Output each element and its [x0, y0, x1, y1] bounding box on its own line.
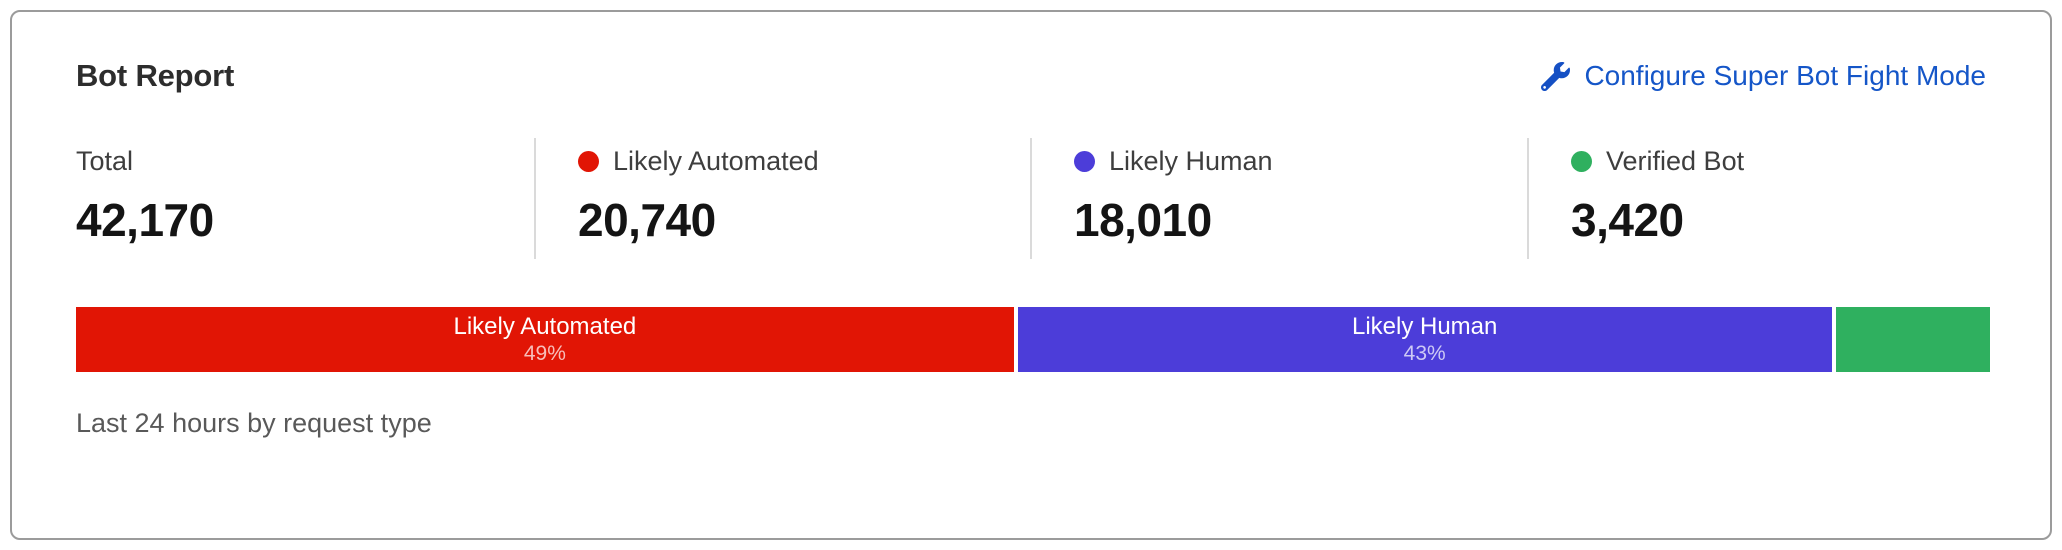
likely-human-dot-icon	[1074, 151, 1095, 172]
card-header: Bot Report Configure Super Bot Fight Mod…	[76, 58, 1986, 94]
configure-super-bot-fight-mode-link[interactable]: Configure Super Bot Fight Mode	[1541, 60, 1986, 92]
page-title: Bot Report	[76, 58, 235, 93]
stats-row: Total 42,170 Likely Automated 20,740 Lik…	[76, 138, 1986, 259]
bar-segment-verified-bot	[1835, 307, 1990, 372]
bot-report-card: Bot Report Configure Super Bot Fight Mod…	[10, 10, 2052, 540]
configure-link-label: Configure Super Bot Fight Mode	[1584, 60, 1986, 91]
stat-total-value: 42,170	[76, 194, 214, 246]
likely-automated-dot-icon	[578, 151, 599, 172]
stat-verified-bot: Verified Bot 3,420	[1527, 138, 1986, 259]
stat-likely-automated: Likely Automated 20,740	[534, 138, 1030, 259]
stat-likely-human-label: Likely Human	[1109, 146, 1273, 176]
stat-verified-bot-label: Verified Bot	[1606, 146, 1745, 176]
stat-likely-human-value: 18,010	[1074, 194, 1212, 246]
stat-likely-automated-label: Likely Automated	[613, 146, 819, 176]
stat-verified-bot-value: 3,420	[1571, 194, 1684, 246]
stacked-bar-chart: Likely Automated 49% Likely Human 43%	[76, 307, 1990, 372]
stat-likely-human: Likely Human 18,010	[1030, 138, 1527, 259]
bar-segment-label: Likely Automated	[453, 312, 637, 340]
stat-total-label: Total	[76, 146, 134, 176]
bar-segment-likely-automated: Likely Automated 49%	[76, 307, 1014, 372]
chart-caption: Last 24 hours by request type	[76, 408, 432, 438]
bar-segment-likely-human: Likely Human 43%	[1017, 307, 1832, 372]
bar-segment-percent: 43%	[1403, 342, 1446, 366]
verified-bot-dot-icon	[1571, 151, 1592, 172]
stat-likely-automated-value: 20,740	[578, 194, 716, 246]
bar-segment-percent: 49%	[523, 342, 566, 366]
wrench-icon	[1541, 61, 1571, 91]
bar-segment-label: Likely Human	[1351, 312, 1498, 340]
stat-total: Total 42,170	[76, 138, 534, 259]
